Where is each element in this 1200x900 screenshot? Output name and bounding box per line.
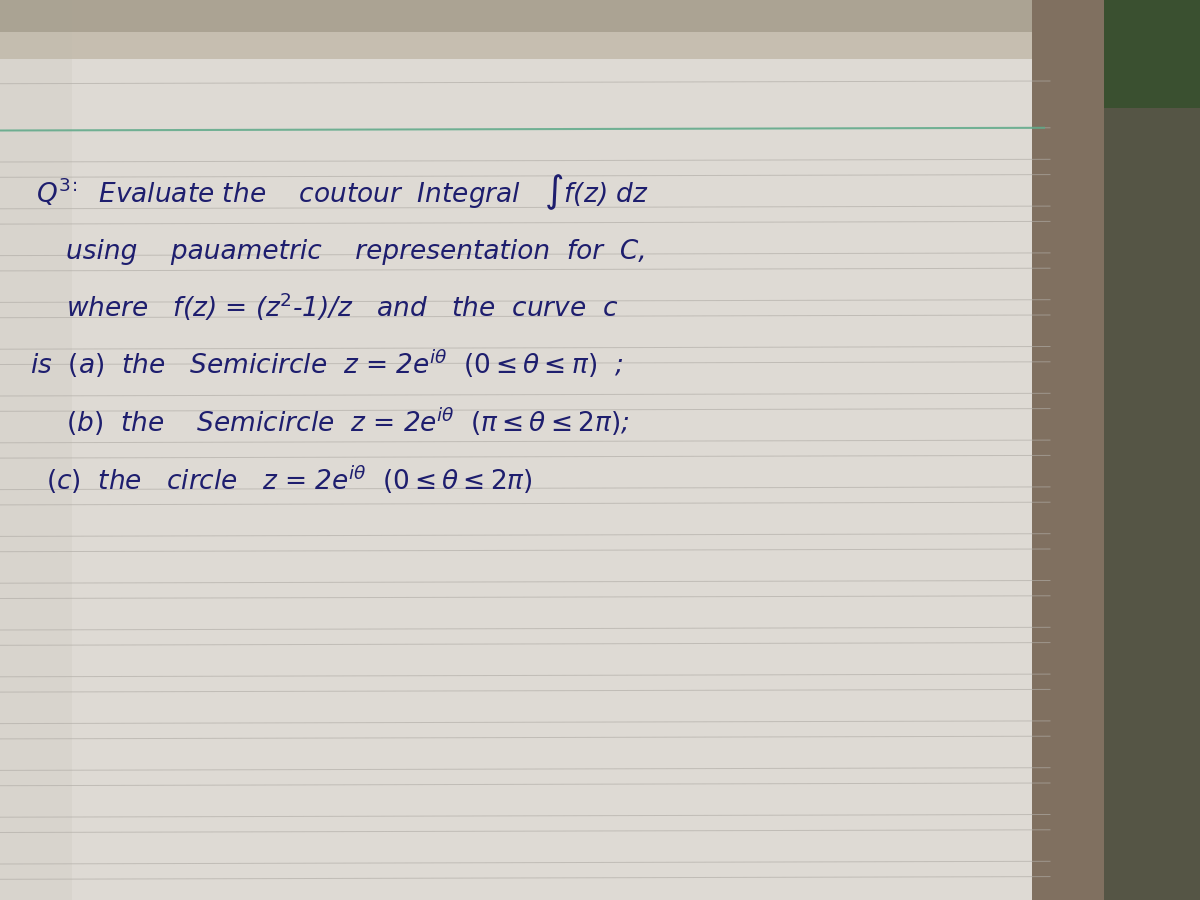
Polygon shape xyxy=(1032,0,1104,900)
Text: using    pauametric    representation  for  C,: using pauametric representation for C, xyxy=(66,239,647,266)
Text: $(b)$  the    Semicircle  z = 2e$^{i\theta}$  $(\pi \leq \theta \leq 2\pi)$;: $(b)$ the Semicircle z = 2e$^{i\theta}$ … xyxy=(66,406,629,438)
Polygon shape xyxy=(1032,0,1200,900)
Polygon shape xyxy=(1104,0,1200,108)
Text: is  $(a)$  the   Semicircle  z = 2e$^{i\theta}$  $(0 \leq \theta \leq \pi)$  ;: is $(a)$ the Semicircle z = 2e$^{i\theta… xyxy=(30,348,623,381)
Text: $(c)$  the   circle   z = 2e$^{i\theta}$  $(0 \leq \theta \leq 2\pi)$: $(c)$ the circle z = 2e$^{i\theta}$ $(0 … xyxy=(46,464,533,496)
Polygon shape xyxy=(0,0,1050,900)
Text: where   f(z) = (z$^2$-1)/z   and   the  curve  c: where f(z) = (z$^2$-1)/z and the curve c xyxy=(66,291,618,323)
Polygon shape xyxy=(0,0,1032,58)
Polygon shape xyxy=(0,0,1032,32)
Polygon shape xyxy=(0,0,72,900)
Text: $Q^{3\!:}$  Evaluate the    coutour  Integral   $\int$f(z) dz: $Q^{3\!:}$ Evaluate the coutour Integral… xyxy=(36,173,649,212)
